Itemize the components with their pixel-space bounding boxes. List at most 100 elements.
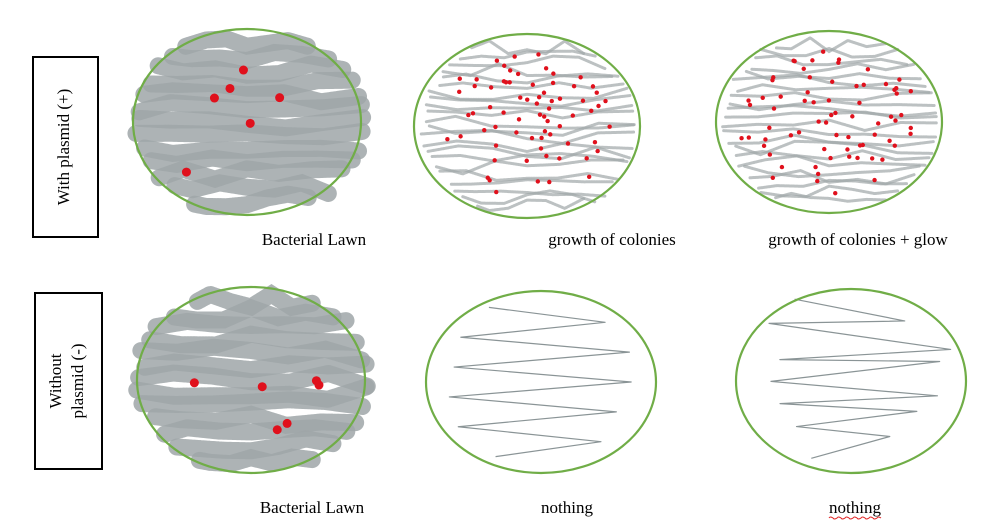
colony <box>548 132 553 137</box>
colony <box>746 98 751 103</box>
streak <box>476 197 586 213</box>
colony <box>747 102 753 108</box>
colony <box>565 141 571 146</box>
petri-plate <box>127 27 372 217</box>
row-label: plasmid (-) <box>68 343 87 418</box>
colony <box>542 129 548 134</box>
colony <box>590 84 596 89</box>
colony <box>535 179 541 184</box>
plate-rim <box>424 289 658 475</box>
streak <box>441 72 620 85</box>
colony <box>887 138 892 143</box>
colony <box>539 135 544 141</box>
lawn-stroke <box>136 139 368 163</box>
plate-caption: growth of colonies + glow <box>768 230 948 249</box>
lawn-stroke <box>132 338 372 369</box>
colony <box>822 146 827 152</box>
colony <box>770 175 776 180</box>
colony <box>457 76 462 81</box>
colony <box>537 112 543 117</box>
colony <box>515 71 521 77</box>
colony <box>245 118 255 128</box>
streak <box>722 127 938 139</box>
colony <box>802 98 807 104</box>
petri-plate <box>734 287 968 475</box>
streak <box>424 114 636 130</box>
colony <box>796 130 802 135</box>
colony <box>545 118 550 124</box>
colony <box>892 87 897 93</box>
colony <box>457 89 462 95</box>
colony <box>739 135 744 141</box>
colony <box>861 82 866 88</box>
streak <box>734 139 934 157</box>
streak <box>757 178 909 190</box>
petri-plate <box>128 284 376 475</box>
colony <box>767 125 772 130</box>
colony <box>546 106 552 111</box>
colony <box>547 179 552 185</box>
colony <box>557 96 563 101</box>
colony <box>811 100 816 105</box>
colony <box>899 112 904 118</box>
colony <box>836 57 842 62</box>
colony <box>209 93 219 103</box>
colony <box>472 83 477 89</box>
streak <box>743 164 922 179</box>
streak <box>768 298 952 459</box>
streak <box>430 152 629 164</box>
colony <box>788 133 794 138</box>
colony <box>845 147 850 152</box>
row-label: With plasmid (+) <box>54 89 73 206</box>
colony <box>257 382 267 392</box>
colony <box>815 171 821 177</box>
colony <box>908 88 914 94</box>
colony <box>272 425 282 435</box>
colony <box>592 140 598 145</box>
colony <box>571 84 577 89</box>
row-label-box <box>32 56 99 238</box>
colony <box>458 134 463 139</box>
colony <box>908 125 913 131</box>
streak <box>419 128 636 145</box>
plate-caption: Bacterial Lawn <box>262 230 367 249</box>
colony <box>897 77 902 82</box>
colony <box>908 131 913 137</box>
colony <box>869 156 875 161</box>
colony <box>892 143 897 148</box>
colony <box>815 178 820 184</box>
colony <box>791 58 796 63</box>
colony <box>823 120 829 125</box>
streak <box>759 46 900 59</box>
colony <box>538 146 544 151</box>
colony <box>595 148 600 154</box>
streak <box>724 110 938 120</box>
colony <box>487 178 492 183</box>
colony <box>826 98 832 103</box>
colony <box>557 156 562 161</box>
colony <box>847 154 852 159</box>
colony <box>525 97 530 102</box>
colony <box>829 112 834 118</box>
colony <box>888 114 894 119</box>
colony <box>516 117 522 122</box>
colony <box>181 167 191 177</box>
colony <box>763 137 768 142</box>
streak <box>461 189 598 205</box>
colony <box>238 65 248 75</box>
colony <box>544 153 549 159</box>
colony <box>594 90 599 95</box>
colony <box>488 85 494 90</box>
colony <box>445 137 450 142</box>
plate-caption: nothing <box>541 498 593 517</box>
colony <box>779 164 785 170</box>
colony <box>746 135 752 140</box>
colony <box>482 127 487 133</box>
row-label: Without <box>46 353 65 408</box>
colony <box>813 164 818 170</box>
colony <box>503 80 509 85</box>
colony <box>543 66 549 71</box>
colony <box>850 114 855 119</box>
streak <box>448 54 607 71</box>
